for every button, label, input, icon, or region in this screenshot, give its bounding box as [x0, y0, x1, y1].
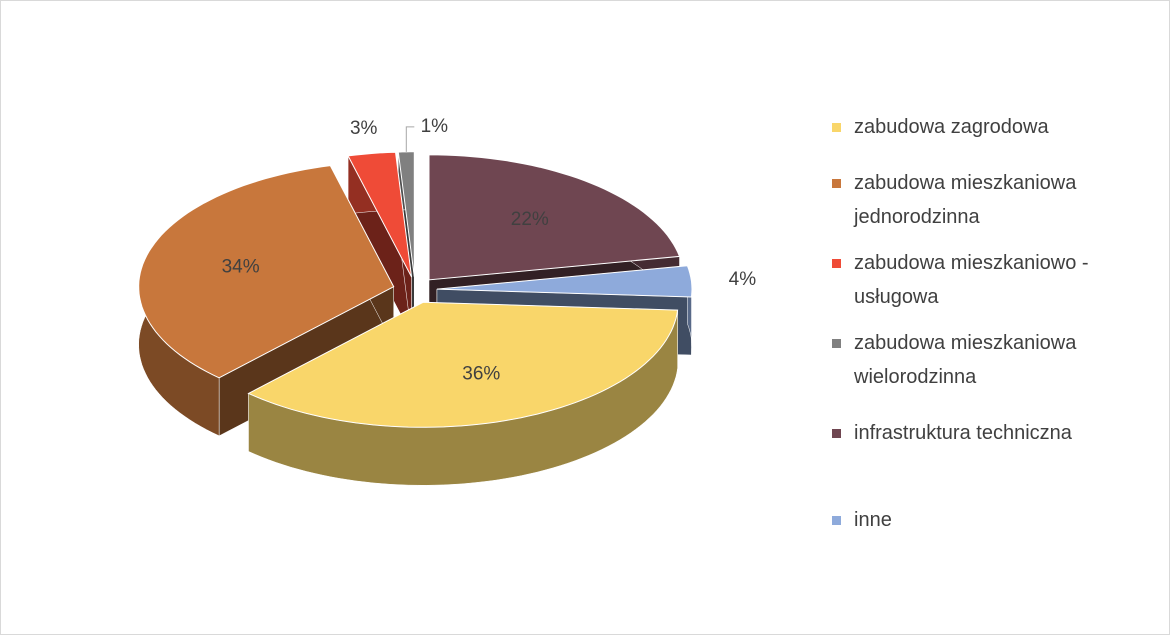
legend-swatch	[832, 179, 841, 188]
slice-top	[247, 301, 679, 428]
leader-line	[405, 126, 415, 152]
legend-swatch	[832, 259, 841, 268]
data-label: 4%	[729, 269, 757, 290]
data-label: 34%	[222, 256, 260, 277]
slice	[247, 301, 679, 486]
slice-top	[397, 151, 415, 277]
legend-item: infrastruktura techniczna	[832, 416, 1152, 503]
legend-swatch	[832, 339, 841, 348]
legend-item: inne	[832, 503, 1152, 543]
legend-swatch	[832, 123, 841, 132]
data-label: 1%	[421, 116, 449, 137]
legend-label: zabudowa zagrodowa	[854, 116, 1049, 138]
slice-top	[347, 151, 413, 278]
legend-item: zabudowa zagrodowa	[832, 110, 1152, 166]
legend-item: zabudowa mieszkaniowa wielorodzinna	[832, 326, 1152, 416]
legend-label: infrastruktura techniczna	[854, 422, 1072, 444]
slice-top	[138, 165, 395, 379]
legend: zabudowa zagrodowa zabudowa mieszkaniowa …	[832, 110, 1152, 543]
data-label: 36%	[462, 363, 500, 384]
legend-label: zabudowa mieszkaniowa wielorodzinna	[854, 332, 1077, 388]
legend-item: zabudowa mieszkaniowa jednorodzinna	[832, 166, 1152, 246]
legend-label: zabudowa mieszkaniowa jednorodzinna	[854, 172, 1077, 228]
data-label: 22%	[511, 209, 549, 230]
slice-top	[428, 154, 681, 281]
legend-item: zabudowa mieszkaniowo - usługowa	[832, 246, 1152, 326]
legend-label: inne	[854, 509, 892, 531]
legend-swatch	[832, 429, 841, 438]
legend-swatch	[832, 516, 841, 525]
data-label: 3%	[350, 118, 378, 139]
legend-label: zabudowa mieszkaniowo - usługowa	[854, 252, 1089, 308]
slice-top	[436, 265, 693, 298]
